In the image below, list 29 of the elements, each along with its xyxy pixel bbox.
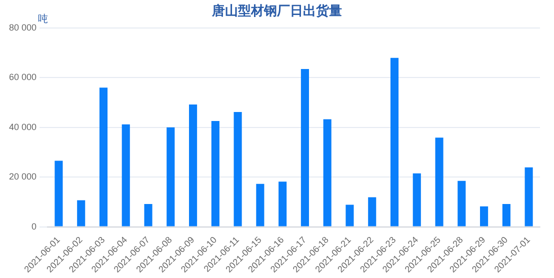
bar bbox=[77, 200, 86, 226]
bar bbox=[323, 119, 332, 226]
bar bbox=[368, 197, 376, 226]
bar bbox=[144, 204, 152, 226]
bar bbox=[524, 167, 533, 226]
bar bbox=[390, 58, 399, 226]
bar bbox=[234, 112, 242, 226]
y-axis-title: 吨 bbox=[38, 12, 48, 26]
bar bbox=[278, 182, 287, 226]
bar bbox=[300, 69, 309, 226]
bar bbox=[211, 120, 220, 226]
bar bbox=[99, 88, 108, 226]
bar bbox=[54, 160, 63, 226]
y-tick-label: 0 bbox=[32, 221, 37, 232]
y-tick-label: 40 000 bbox=[8, 122, 37, 132]
y-tick-label: 80 000 bbox=[8, 22, 37, 32]
bar bbox=[256, 184, 264, 226]
bar bbox=[346, 204, 354, 226]
bar bbox=[412, 173, 421, 226]
y-tick-label: 60 000 bbox=[8, 72, 37, 82]
chart-title: 唐山型材钢厂日出货量 bbox=[212, 4, 342, 19]
bar bbox=[189, 104, 198, 226]
bar bbox=[435, 138, 444, 226]
bar bbox=[480, 206, 488, 226]
bar bbox=[502, 204, 510, 226]
bar bbox=[122, 124, 130, 226]
bar bbox=[458, 180, 466, 226]
y-tick-label: 20 000 bbox=[8, 172, 37, 182]
bar bbox=[166, 127, 175, 226]
